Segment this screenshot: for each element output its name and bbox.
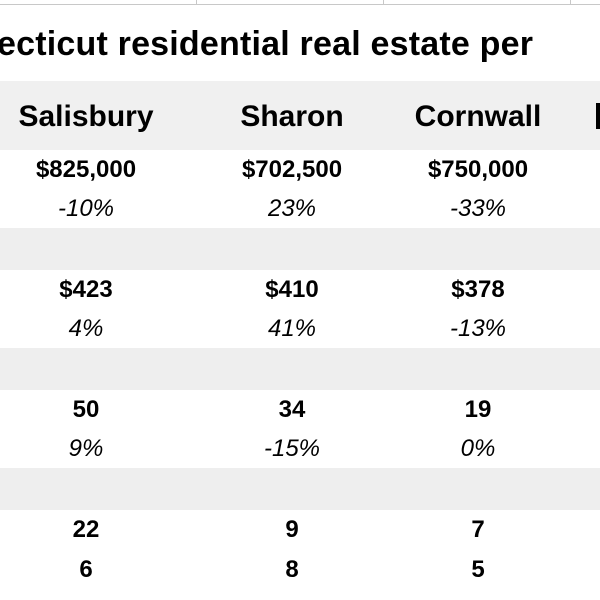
table-cell: $378 -13% — [383, 270, 573, 343]
data-table: Salisbury Sharon Cornwall $825,000 -10% … — [0, 81, 600, 600]
value: $750,000 — [427, 156, 529, 183]
change-percent: 41% — [267, 315, 317, 342]
grid-divider — [570, 0, 571, 5]
value: 22 — [72, 516, 100, 543]
change-percent: -33% — [449, 195, 507, 222]
value: $423 — [59, 276, 113, 303]
report-title: ecticut residential real estate per — [0, 25, 534, 63]
value: $702,500 — [241, 156, 343, 183]
table-cell: $750,000 -33% — [383, 150, 573, 223]
value: $410 — [265, 276, 319, 303]
value: 50 — [72, 396, 100, 423]
value: 19 — [464, 396, 492, 423]
table-row: 22 6 9 8 7 5 — [0, 510, 600, 600]
column-header-cornwall: Cornwall — [414, 100, 542, 133]
column-header-sharon: Sharon — [240, 100, 344, 133]
value: $825,000 — [35, 156, 137, 183]
header-row: Salisbury Sharon Cornwall — [0, 81, 600, 150]
table-cell: $410 41% — [197, 270, 387, 343]
table-row: 50 9% 34 -15% 19 0% — [0, 390, 600, 468]
change-percent: -10% — [57, 195, 115, 222]
table-cell: 9 8 — [197, 510, 387, 584]
table-cell: 7 5 — [383, 510, 573, 584]
table-row: $423 4% $410 41% $378 -13% — [0, 270, 600, 348]
table-cell: 19 0% — [383, 390, 573, 463]
value: 9 — [285, 516, 299, 543]
value: $378 — [451, 276, 505, 303]
table-cell: $825,000 -10% — [0, 150, 181, 223]
section-divider — [0, 348, 600, 390]
table-cell: $423 4% — [0, 270, 181, 343]
change-percent: 9% — [68, 435, 104, 462]
value-secondary: 5 — [471, 556, 485, 583]
change-percent: 4% — [68, 315, 104, 342]
change-percent: -15% — [263, 435, 321, 462]
table-cell: 50 9% — [0, 390, 181, 463]
section-divider — [0, 228, 600, 270]
value: 34 — [278, 396, 306, 423]
grid-divider — [383, 0, 384, 5]
value: 7 — [471, 516, 485, 543]
change-percent: 23% — [267, 195, 317, 222]
column-header-salisbury: Salisbury — [18, 100, 154, 133]
table-row: $825,000 -10% $702,500 23% $750,000 -33% — [0, 150, 600, 228]
table-cell: 34 -15% — [197, 390, 387, 463]
table-cell: 22 6 — [0, 510, 181, 584]
change-percent: 0% — [460, 435, 496, 462]
value-secondary: 6 — [79, 556, 93, 583]
value-secondary: 8 — [285, 556, 299, 583]
section-divider — [0, 468, 600, 510]
column-header-truncated — [596, 103, 600, 129]
change-percent: -13% — [449, 315, 507, 342]
grid-divider — [196, 0, 197, 5]
spreadsheet-grid-top — [0, 0, 600, 5]
table-cell: $702,500 23% — [197, 150, 387, 223]
